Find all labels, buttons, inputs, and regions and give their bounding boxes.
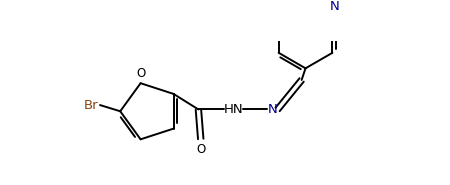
Text: HN: HN [224, 103, 243, 116]
Text: O: O [137, 67, 146, 80]
Text: N: N [330, 0, 340, 13]
Text: N: N [267, 103, 277, 116]
Text: O: O [196, 143, 205, 156]
Text: Br: Br [84, 99, 99, 112]
